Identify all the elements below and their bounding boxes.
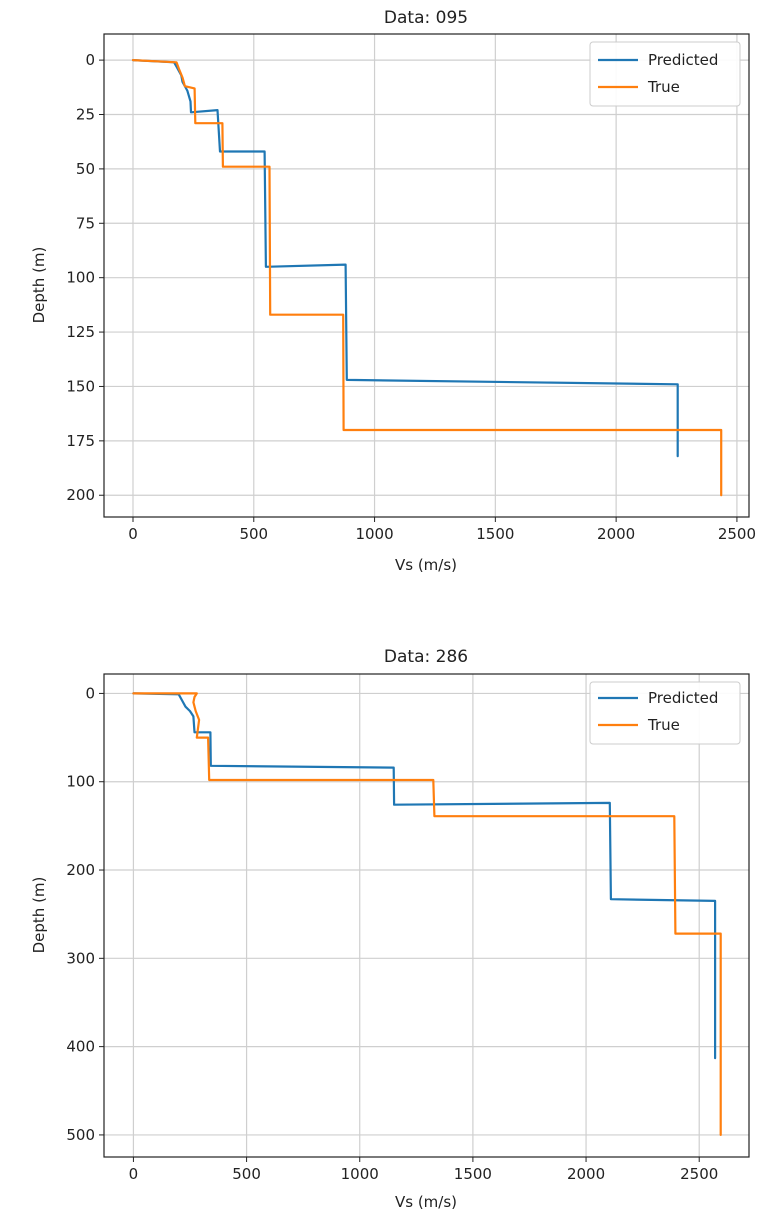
y-axis-label: Depth (m)	[30, 877, 48, 954]
series-layer	[131, 58, 723, 497]
grid	[104, 34, 749, 517]
plot-frame	[103, 33, 750, 518]
x-tick-label: 2000	[597, 525, 635, 543]
x-tick-label: 2500	[718, 525, 756, 543]
chart-title: Data: 286	[384, 647, 468, 667]
x-axis-label: Vs (m/s)	[395, 556, 457, 574]
series-line-true	[131, 58, 723, 497]
x-tick-label: 1500	[476, 525, 514, 543]
y-tick-label: 400	[66, 1038, 95, 1056]
legend-label-true: True	[647, 716, 680, 734]
y-tick-label: 0	[85, 51, 95, 69]
legend-label-true: True	[647, 78, 680, 96]
x-tick-label: 0	[129, 1165, 139, 1183]
y-tick-label: 25	[76, 106, 95, 124]
y-ticks: 0 25 50 75 100 125 150 175 200	[66, 51, 104, 504]
legend-label-predicted: Predicted	[648, 689, 718, 707]
legend: Predicted True	[589, 41, 741, 107]
x-tick-label: 500	[239, 525, 268, 543]
legend-label-predicted: Predicted	[648, 51, 718, 69]
y-ticks: 0 100 200 300 400 500	[66, 684, 104, 1144]
y-tick-label: 150	[66, 377, 95, 395]
chart-panel-286: Data: 286 Vs (m/s) Depth (m) 0 500 1000 150…	[30, 647, 750, 1211]
series-line-predicted	[131, 58, 679, 458]
x-tick-label: 1000	[341, 1165, 379, 1183]
series-line-true	[132, 692, 722, 1137]
y-tick-label: 50	[76, 160, 95, 178]
series-line-predicted	[132, 692, 717, 1060]
plot-frame	[103, 673, 750, 1158]
x-tick-label: 1000	[355, 525, 393, 543]
legend: Predicted True	[589, 681, 741, 745]
y-axis-label: Depth (m)	[30, 247, 48, 324]
y-tick-label: 100	[66, 773, 95, 791]
y-tick-label: 100	[66, 269, 95, 287]
chart-panel-095: Data: 095 Vs (m/s) Depth (m) 0 500 1000 150…	[30, 8, 756, 574]
legend-box	[589, 41, 741, 107]
x-tick-label: 1500	[454, 1165, 492, 1183]
y-tick-label: 175	[66, 432, 95, 450]
y-tick-label: 300	[66, 949, 95, 967]
x-axis-label: Vs (m/s)	[395, 1193, 457, 1211]
y-tick-label: 125	[66, 323, 95, 341]
series-layer	[132, 692, 722, 1137]
x-tick-label: 2000	[567, 1165, 605, 1183]
grid	[104, 674, 749, 1157]
x-tick-label: 0	[128, 525, 138, 543]
y-tick-label: 200	[66, 861, 95, 879]
x-ticks: 0 500 1000 1500 2000 2500	[129, 1157, 718, 1183]
y-tick-label: 75	[76, 214, 95, 232]
y-tick-label: 0	[85, 684, 95, 702]
y-tick-label: 200	[66, 486, 95, 504]
x-ticks: 0 500 1000 1500 2000 2500	[128, 517, 756, 543]
x-tick-label: 2500	[680, 1165, 718, 1183]
y-tick-label: 500	[66, 1126, 95, 1144]
x-tick-label: 500	[232, 1165, 261, 1183]
chart-title: Data: 095	[384, 8, 468, 28]
